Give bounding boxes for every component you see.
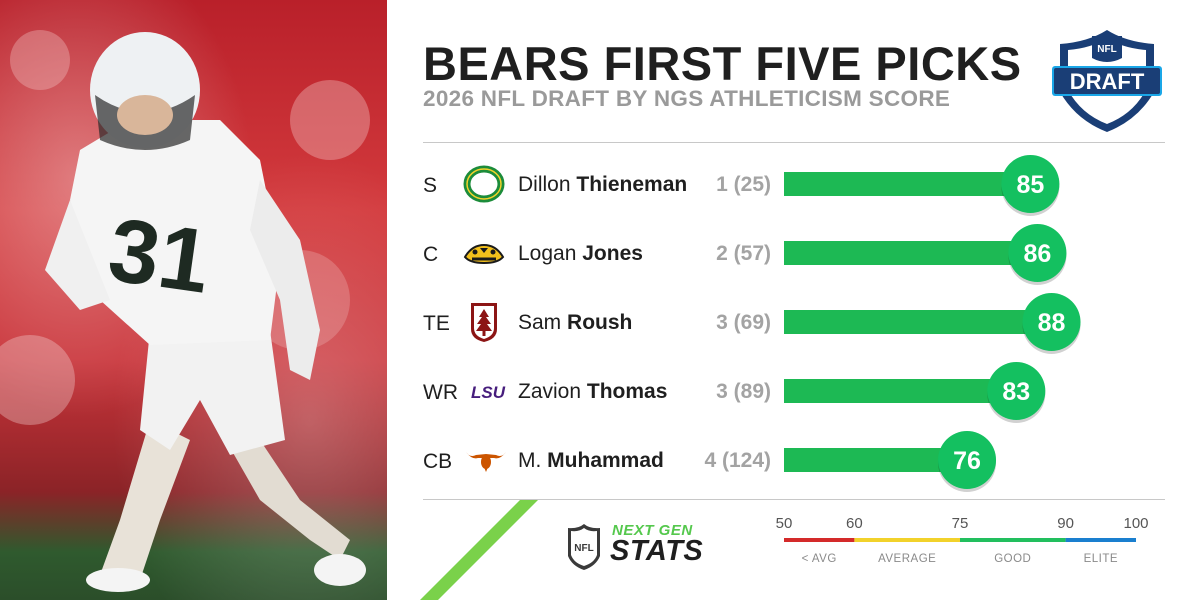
player-name: Dillon Thieneman xyxy=(518,173,687,197)
player-photo: 31 xyxy=(0,0,387,600)
first-name: Zavion xyxy=(518,380,582,403)
scale-tick-label: 50 xyxy=(776,515,793,532)
scale-band-label: GOOD xyxy=(994,553,1031,565)
iowa-logo-icon xyxy=(463,243,505,265)
scale-band xyxy=(854,538,960,542)
next-gen-text: NEXT GEN xyxy=(612,522,693,539)
chart-title: BEARS FIRST FIVE PICKS xyxy=(423,37,1022,90)
stats-text: STATS xyxy=(610,535,704,567)
player-name: Sam Roush xyxy=(518,311,632,335)
pick-row: C Logan Jones 2 (57) xyxy=(0,223,1200,283)
pick-number: 1 (25) xyxy=(716,173,771,196)
pick-number: 4 (124) xyxy=(704,449,771,472)
scale-tick-label: 90 xyxy=(1057,515,1074,532)
scale-band xyxy=(960,538,1066,542)
texas-logo-icon xyxy=(466,452,506,472)
first-name: Sam xyxy=(518,311,562,334)
lsu-logo-text: LSU xyxy=(471,383,506,402)
stanford-logo-icon xyxy=(471,303,497,342)
last-name: Roush xyxy=(567,311,633,334)
last-name: Muhammad xyxy=(547,449,664,472)
green-slash-decoration xyxy=(420,500,538,600)
header-divider xyxy=(423,142,1165,143)
pick-number: 2 (57) xyxy=(716,242,771,265)
position-label: C xyxy=(423,243,439,266)
footer-divider xyxy=(423,499,1165,500)
scale-band-label: AVERAGE xyxy=(878,553,936,565)
position-label: TE xyxy=(423,312,450,335)
last-name: Thomas xyxy=(586,380,668,403)
scale-band xyxy=(1065,538,1136,542)
last-name: Jones xyxy=(582,242,643,265)
ngs-shield-text: NFL xyxy=(574,543,593,554)
player-name: Logan Jones xyxy=(518,242,643,266)
pick-number: 3 (89) xyxy=(716,380,771,403)
draft-logo-text: DRAFT xyxy=(1070,69,1145,94)
lsu-logo-icon: LSU xyxy=(471,383,506,402)
player-illustration: 31 xyxy=(0,30,370,592)
scale-tick-label: 75 xyxy=(952,515,969,532)
pick-number: 3 (69) xyxy=(716,311,771,334)
position-label: WR xyxy=(423,381,458,404)
nfl-draft-logo-icon: NFL DRAFT xyxy=(1052,30,1162,132)
pick-row: WR LSU Zavion Thomas 3 (89) xyxy=(0,361,1200,421)
draft-logo-shield-text: NFL xyxy=(1097,44,1116,55)
svg-text:31: 31 xyxy=(103,200,216,313)
position-label: CB xyxy=(423,450,453,473)
scale-tick-label: 60 xyxy=(846,515,863,532)
first-name: Dillon xyxy=(518,173,571,196)
first-name: M. xyxy=(518,449,542,472)
position-label: S xyxy=(423,174,438,197)
nfl-shield-icon: NFL xyxy=(568,524,600,570)
player-name: M. Muhammad xyxy=(518,449,664,473)
scale-band-label: < AVG xyxy=(802,553,837,565)
pick-row: S Dillon Thieneman 1 (25) xyxy=(0,154,1200,214)
chart-subtitle: 2026 NFL DRAFT BY NGS ATHLETICISM SCORE xyxy=(423,86,951,111)
last-name: Thieneman xyxy=(576,173,688,196)
player-name: Zavion Thomas xyxy=(518,380,667,404)
first-name: Logan xyxy=(518,242,577,265)
pick-row: TE Sam Roush 3 (69) xyxy=(0,292,1200,352)
scale-band xyxy=(784,538,855,542)
pick-row: CB M. Muhammad 4 (124) xyxy=(0,430,1200,490)
oregon-logo-icon xyxy=(463,165,505,203)
scale-band-label: ELITE xyxy=(1084,553,1118,565)
scale-tick-label: 100 xyxy=(1123,515,1148,532)
